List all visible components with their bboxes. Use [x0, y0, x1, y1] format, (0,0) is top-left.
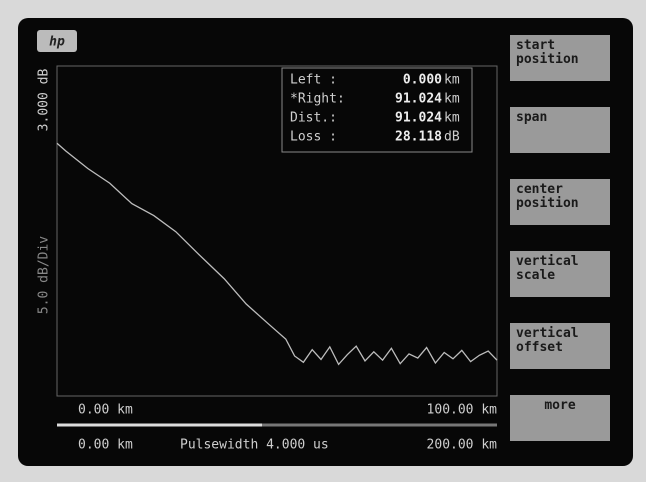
- pulsewidth: Pulsewidth 4.000 us: [180, 438, 329, 453]
- readout-value: 91.024: [395, 92, 442, 107]
- readout-unit: dB: [444, 130, 460, 145]
- softkey[interactable]: vertical scale: [510, 251, 610, 297]
- readout-unit: km: [444, 92, 460, 107]
- readout-value: 28.118: [395, 130, 442, 145]
- x-end: 100.00 km: [427, 403, 498, 418]
- readout-unit: km: [444, 111, 460, 126]
- softkey[interactable]: center position: [510, 179, 610, 225]
- readout-label: Dist.:: [290, 111, 337, 126]
- readout-label: Left :: [290, 73, 337, 88]
- readout-unit: km: [444, 73, 460, 88]
- softkey[interactable]: start position: [510, 35, 610, 81]
- footer-end: 200.00 km: [427, 438, 498, 453]
- readout-value: 0.000: [403, 73, 442, 88]
- logo: hp: [49, 35, 65, 50]
- trace: [57, 143, 497, 364]
- softkey[interactable]: span: [510, 107, 610, 153]
- softkey[interactable]: more: [510, 395, 610, 441]
- page: hp 3.000 dB 5.0 dB/Div Left :0.000km*Rig…: [0, 0, 646, 482]
- readout-label: Loss :: [290, 130, 337, 145]
- footer-start: 0.00 km: [78, 438, 133, 453]
- readout-label: *Right:: [290, 92, 345, 107]
- softkey[interactable]: vertical offset: [510, 323, 610, 369]
- y-top-label: 3.000 dB: [37, 69, 52, 132]
- readout-value: 91.024: [395, 111, 442, 126]
- x-start: 0.00 km: [78, 403, 133, 418]
- y-scale-label: 5.0 dB/Div: [37, 236, 52, 314]
